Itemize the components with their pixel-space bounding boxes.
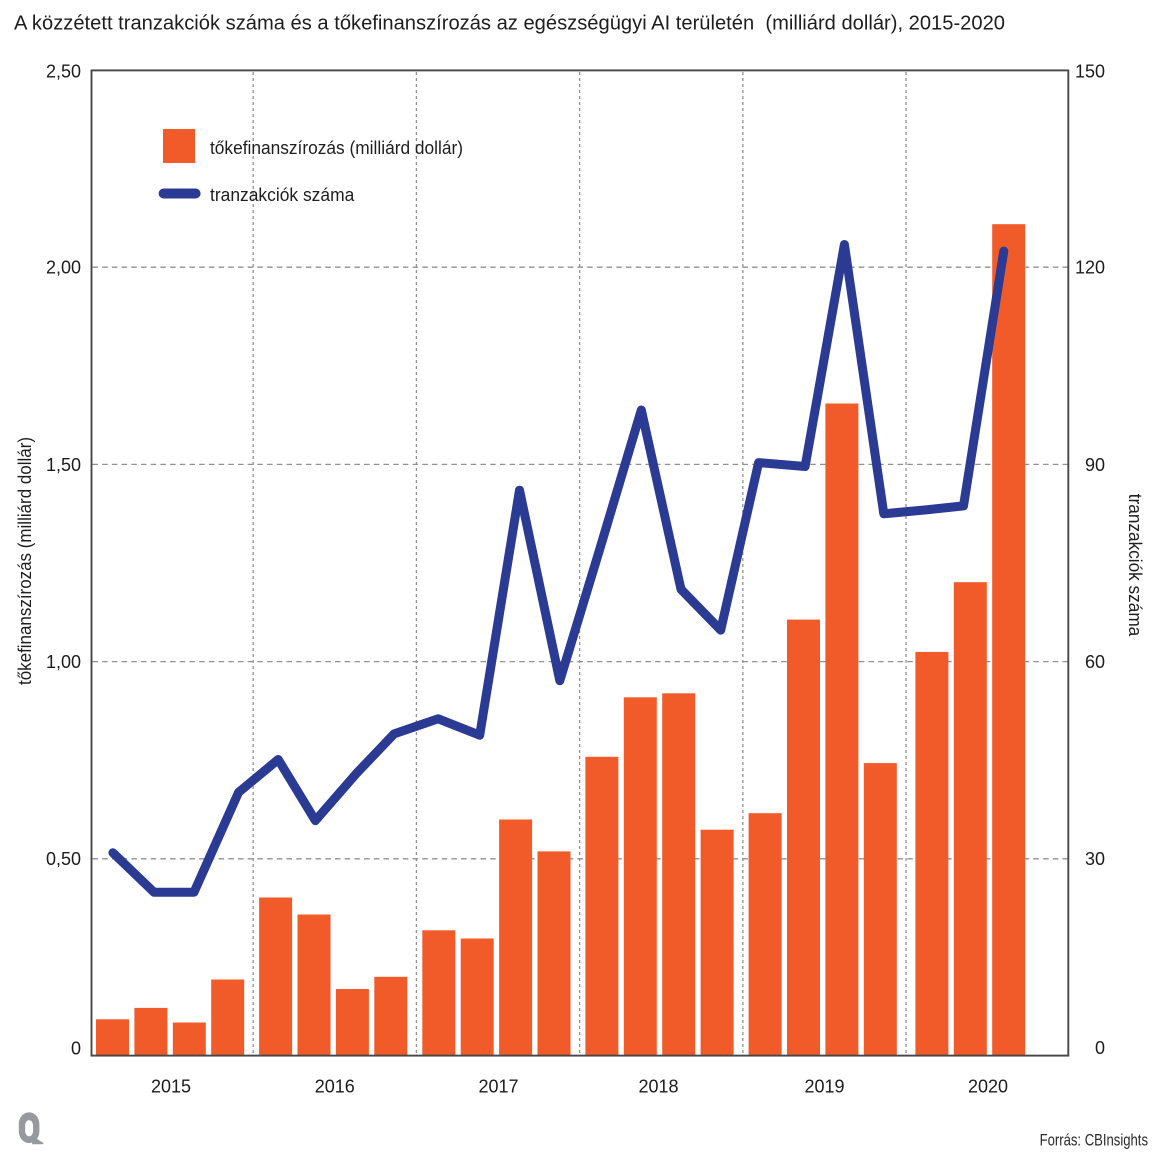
svg-text:2015: 2015 bbox=[151, 1077, 191, 1097]
svg-text:Forrás: CBInsights: Forrás: CBInsights bbox=[1040, 1131, 1148, 1150]
svg-text:0,50: 0,50 bbox=[46, 849, 81, 869]
svg-text:120: 120 bbox=[1075, 258, 1105, 278]
svg-text:tranzakciók száma: tranzakciók száma bbox=[210, 185, 355, 205]
svg-text:0: 0 bbox=[71, 1039, 81, 1059]
svg-text:A közzétett tranzakciók száma: A közzétett tranzakciók száma és a tőkef… bbox=[14, 13, 1005, 35]
svg-text:30: 30 bbox=[1085, 849, 1105, 869]
svg-text:90: 90 bbox=[1085, 455, 1105, 475]
svg-text:tranzakciók száma: tranzakciók száma bbox=[1125, 494, 1145, 637]
svg-text:tőkefinanszírozás (milliárd do: tőkefinanszírozás (milliárd dollár) bbox=[210, 138, 463, 158]
svg-text:60: 60 bbox=[1085, 652, 1105, 672]
svg-text:2016: 2016 bbox=[315, 1077, 355, 1097]
svg-text:1,50: 1,50 bbox=[46, 455, 81, 475]
svg-text:2017: 2017 bbox=[478, 1077, 518, 1097]
svg-text:0: 0 bbox=[1095, 1038, 1105, 1058]
svg-text:2,50: 2,50 bbox=[46, 61, 81, 81]
svg-text:150: 150 bbox=[1075, 61, 1105, 81]
svg-text:2020: 2020 bbox=[968, 1077, 1008, 1097]
svg-text:1,00: 1,00 bbox=[46, 652, 81, 672]
svg-text:2019: 2019 bbox=[804, 1077, 844, 1097]
svg-text:tőkefinanszírozás (milliárd do: tőkefinanszírozás (milliárd dollár) bbox=[15, 437, 35, 685]
svg-text:2018: 2018 bbox=[638, 1077, 678, 1097]
svg-text:2,00: 2,00 bbox=[46, 258, 81, 278]
